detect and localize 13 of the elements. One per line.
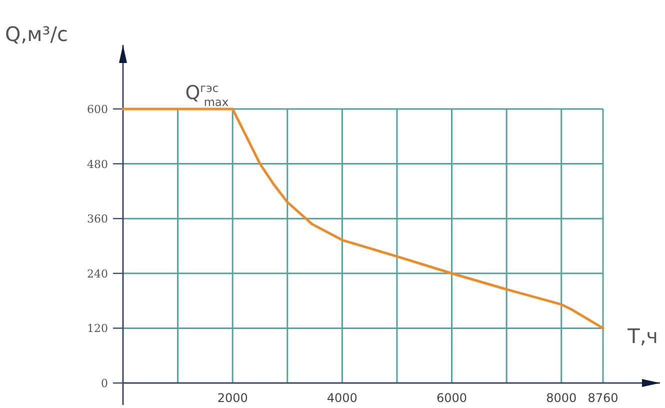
x-tick-label: 6000 — [436, 391, 468, 405]
x-tick-label: 2000 — [217, 391, 248, 405]
x-axis-title: Т,ч — [626, 324, 658, 348]
y-tick-label: 480 — [87, 158, 108, 171]
y-tick-label: 0 — [101, 377, 108, 390]
y-axis-title: Q,м³/с — [5, 22, 68, 46]
y-tick-label: 240 — [87, 267, 108, 280]
x-tick-label: 8760 — [588, 391, 618, 405]
y-tick-label: 120 — [87, 322, 108, 336]
x-tick-label: 4000 — [326, 391, 358, 405]
x-tick-label: 8000 — [546, 391, 577, 405]
y-tick-label: 600 — [87, 102, 108, 116]
y-tick-label: 360 — [87, 212, 108, 226]
